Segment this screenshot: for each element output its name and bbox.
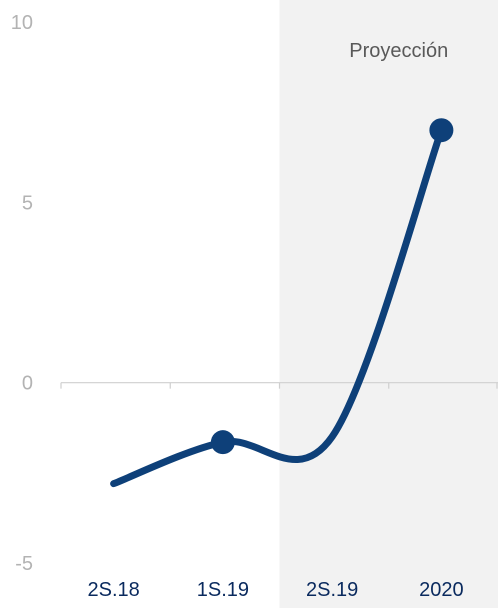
x-tick-label: 1S.19: [197, 579, 249, 601]
x-tick-label: 2020: [419, 579, 464, 601]
x-tick-label: 2S.18: [87, 579, 139, 601]
y-axis: 10 5 0 -5: [11, 12, 33, 575]
projection-label: Proyección: [349, 40, 448, 62]
y-tick-label: 0: [22, 373, 33, 395]
y-tick-label: -5: [15, 553, 33, 575]
data-point-marker: [210, 430, 235, 455]
series-markers: [210, 118, 454, 455]
data-point-marker: [429, 118, 454, 143]
series-line: [110, 126, 445, 488]
x-axis: 2S.18 1S.19 2S.19 2020: [60, 382, 498, 601]
y-tick-label: 5: [22, 192, 33, 214]
x-tick-label: 2S.19: [306, 579, 358, 601]
y-tick-label: 10: [11, 12, 33, 34]
